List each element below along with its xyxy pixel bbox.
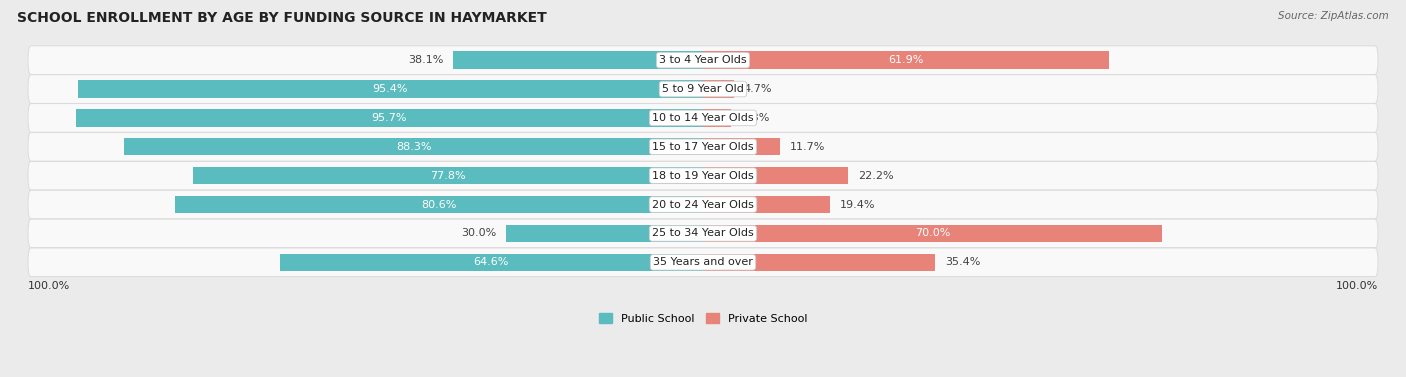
Bar: [703, 254, 935, 271]
Text: 15 to 17 Year Olds: 15 to 17 Year Olds: [652, 142, 754, 152]
Text: 70.0%: 70.0%: [915, 228, 950, 238]
Bar: [703, 225, 1161, 242]
Bar: [703, 167, 848, 184]
Text: 77.8%: 77.8%: [430, 171, 465, 181]
Text: 18 to 19 Year Olds: 18 to 19 Year Olds: [652, 171, 754, 181]
Bar: [76, 109, 703, 127]
Text: 88.3%: 88.3%: [396, 142, 432, 152]
Text: 30.0%: 30.0%: [461, 228, 496, 238]
Text: 38.1%: 38.1%: [408, 55, 443, 65]
FancyBboxPatch shape: [28, 248, 1378, 277]
Bar: [124, 138, 703, 155]
Bar: [703, 80, 734, 98]
Text: 64.6%: 64.6%: [474, 257, 509, 267]
Bar: [703, 109, 731, 127]
Text: 10 to 14 Year Olds: 10 to 14 Year Olds: [652, 113, 754, 123]
Bar: [193, 167, 703, 184]
Text: 4.3%: 4.3%: [741, 113, 769, 123]
Text: 25 to 34 Year Olds: 25 to 34 Year Olds: [652, 228, 754, 238]
Text: 100.0%: 100.0%: [1336, 281, 1378, 291]
Bar: [453, 52, 703, 69]
FancyBboxPatch shape: [28, 132, 1378, 161]
Text: 3 to 4 Year Olds: 3 to 4 Year Olds: [659, 55, 747, 65]
Text: 95.4%: 95.4%: [373, 84, 408, 94]
Text: 95.7%: 95.7%: [371, 113, 408, 123]
Text: 20 to 24 Year Olds: 20 to 24 Year Olds: [652, 199, 754, 210]
Text: 11.7%: 11.7%: [790, 142, 825, 152]
Bar: [506, 225, 703, 242]
Bar: [703, 52, 1108, 69]
Text: 5 to 9 Year Old: 5 to 9 Year Old: [662, 84, 744, 94]
Bar: [703, 138, 780, 155]
Text: 35.4%: 35.4%: [945, 257, 980, 267]
Text: 61.9%: 61.9%: [889, 55, 924, 65]
FancyBboxPatch shape: [28, 104, 1378, 132]
Text: 100.0%: 100.0%: [28, 281, 70, 291]
Text: Source: ZipAtlas.com: Source: ZipAtlas.com: [1278, 11, 1389, 21]
Legend: Public School, Private School: Public School, Private School: [595, 309, 811, 328]
Text: 35 Years and over: 35 Years and over: [652, 257, 754, 267]
Text: 19.4%: 19.4%: [839, 199, 876, 210]
FancyBboxPatch shape: [28, 75, 1378, 103]
FancyBboxPatch shape: [28, 219, 1378, 248]
Bar: [77, 80, 703, 98]
FancyBboxPatch shape: [28, 190, 1378, 219]
Text: 80.6%: 80.6%: [422, 199, 457, 210]
Bar: [174, 196, 703, 213]
Bar: [280, 254, 703, 271]
Bar: [703, 196, 830, 213]
FancyBboxPatch shape: [28, 161, 1378, 190]
Text: SCHOOL ENROLLMENT BY AGE BY FUNDING SOURCE IN HAYMARKET: SCHOOL ENROLLMENT BY AGE BY FUNDING SOUR…: [17, 11, 547, 25]
Text: 4.7%: 4.7%: [744, 84, 772, 94]
FancyBboxPatch shape: [28, 46, 1378, 74]
Text: 22.2%: 22.2%: [858, 171, 894, 181]
